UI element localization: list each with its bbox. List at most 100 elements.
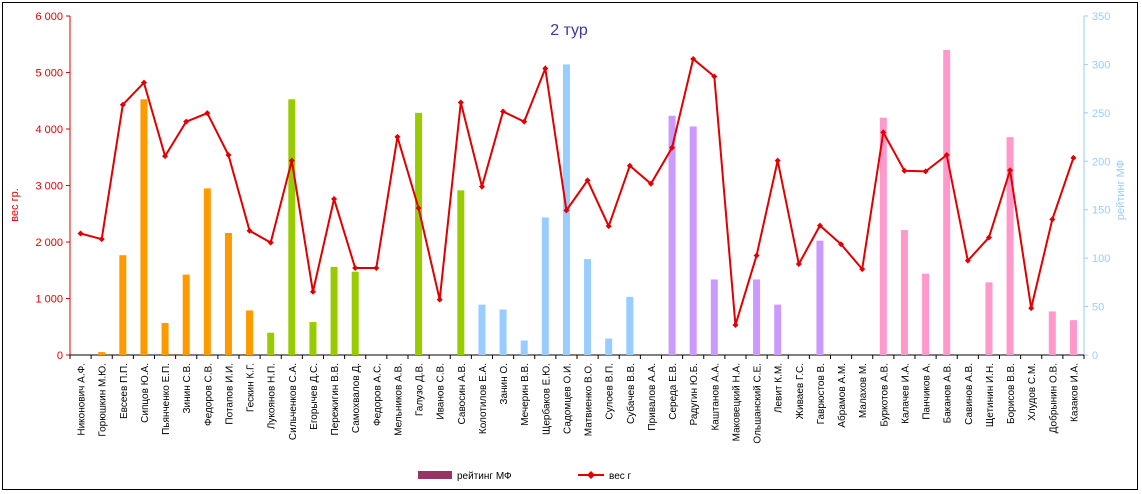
weight-point: [838, 241, 845, 248]
rating-bars: [98, 49, 1077, 356]
rating-bar: [541, 217, 549, 355]
x-category-label: Сильченков С.А.: [288, 363, 299, 440]
legend-line-label: вес г: [609, 471, 632, 482]
x-category-label: Левит К.М.: [774, 363, 785, 413]
rating-bar: [943, 49, 951, 356]
weight-point: [985, 234, 992, 241]
legend-bar-label: рейтинг МФ: [457, 471, 512, 482]
x-category-label: Казаков И.А.: [1069, 363, 1080, 422]
rating-bar: [584, 259, 592, 355]
weight-point: [119, 101, 126, 108]
weight-point: [542, 65, 549, 72]
x-category-label: Лукоянов Н.П.: [267, 363, 278, 429]
y-right-tick-label: 50: [1092, 302, 1104, 314]
rating-bar: [668, 115, 676, 356]
rating-bar: [900, 230, 908, 355]
x-category-label: Малахов М.: [858, 363, 869, 418]
weight-point: [1007, 167, 1014, 174]
rating-bar: [816, 240, 824, 355]
weight-point: [521, 118, 528, 125]
x-category-label: Середа Е.В.: [668, 363, 679, 420]
rating-bar: [879, 117, 887, 355]
rating-bar: [309, 322, 317, 355]
rating-bar: [457, 190, 465, 355]
y-left-tick-label: 0: [57, 350, 63, 362]
weight-point: [647, 180, 654, 187]
weight-point: [626, 162, 633, 169]
x-category-label: Мечерин В.В.: [520, 363, 531, 426]
x-category-label: Потапов И.И.: [224, 363, 235, 425]
x-category-label: Борисов В.В.: [1006, 363, 1017, 424]
rating-bar: [1048, 311, 1056, 355]
rating-bar: [774, 304, 782, 355]
rating-bar: [499, 309, 507, 355]
x-category-label: Пережигин В.В.: [330, 363, 341, 435]
x-category-label: Занин О.: [499, 363, 510, 405]
rating-bar: [330, 266, 338, 355]
weight-point: [943, 151, 950, 158]
rating-bar: [626, 296, 634, 355]
x-category-label: Федоров С.В.: [203, 363, 214, 426]
weight-point: [394, 133, 401, 140]
x-category-label: Ольшанский С.Е.: [753, 363, 764, 444]
weight-point: [267, 239, 274, 246]
y-right-tick-label: 200: [1092, 156, 1110, 168]
y-left-tick-label: 3 000: [35, 181, 63, 193]
y-right-tick-label: 100: [1092, 253, 1110, 265]
weight-point: [352, 264, 359, 271]
x-category-label: Живаев Г.С.: [795, 363, 806, 419]
x-category-label: Пьянченко Е.П.: [161, 363, 172, 435]
rating-bar: [161, 323, 169, 355]
weight-point: [140, 79, 147, 86]
axes: 0 1 000 2 000 3 000 4 000 5 000 6 000 0 50 100 150…: [35, 11, 1110, 444]
weight-point: [183, 118, 190, 125]
rating-bar: [267, 332, 275, 355]
weight-point: [774, 157, 781, 164]
x-category-label: Савосин А.В.: [457, 363, 468, 424]
x-category-label: Горюшкин М.Ю.: [98, 363, 109, 437]
weight-point: [690, 55, 697, 62]
rating-bar: [246, 310, 254, 355]
x-category-label: Буркотов А.В.: [879, 363, 890, 427]
x-category-label: Субачев В.В.: [625, 363, 637, 424]
x-category-label: Привалов А.А.: [647, 363, 658, 431]
rating-bar: [1006, 137, 1014, 355]
x-category-label: Савинов А.В.: [964, 363, 975, 425]
weight-point: [457, 99, 464, 106]
x-category-label: Садомцев О.И.: [562, 363, 573, 434]
weight-point: [77, 230, 84, 237]
weight-line: [80, 57, 1075, 326]
legend-line-marker: [587, 471, 595, 479]
x-category-label: Колотилов Е.А.: [478, 363, 489, 434]
weight-point: [415, 205, 422, 212]
rating-bar: [140, 99, 148, 355]
weight-point: [373, 264, 380, 271]
y-left-tick-label: 6 000: [35, 11, 63, 23]
weight-point: [1070, 154, 1077, 161]
x-category-label: Евсеев П.П.: [119, 363, 130, 419]
weight-point: [816, 222, 823, 229]
rating-bar: [985, 282, 993, 355]
y-right-tick-label: 250: [1092, 108, 1110, 120]
weight-point: [711, 73, 718, 80]
rating-bar: [203, 188, 211, 355]
y-right-tick-label: 350: [1092, 11, 1110, 23]
y-left-tick-label: 4 000: [35, 124, 63, 136]
chart-legend: рейтинг МФ вес г: [418, 471, 632, 482]
weight-point: [859, 266, 866, 273]
rating-bar: [520, 340, 528, 355]
x-category-label: Хлудов С.М.: [1027, 363, 1038, 421]
x-category-label: Егорычев Д.С.: [309, 363, 320, 430]
rating-bar: [689, 126, 697, 355]
x-category-label: Гаврюстов В.: [816, 363, 827, 424]
weight-point: [436, 296, 443, 303]
y-right-tick-label: 150: [1092, 205, 1110, 217]
x-category-label: Гескин К.Г.: [246, 363, 257, 412]
rating-bar: [605, 338, 613, 355]
rating-bar: [710, 279, 718, 355]
y-left-tick-label: 2 000: [35, 237, 63, 249]
x-category-label: Маковецкий Н.А.: [731, 363, 742, 441]
x-category-label: Галузо Д.В.: [415, 363, 426, 416]
rating-bar: [478, 304, 486, 355]
